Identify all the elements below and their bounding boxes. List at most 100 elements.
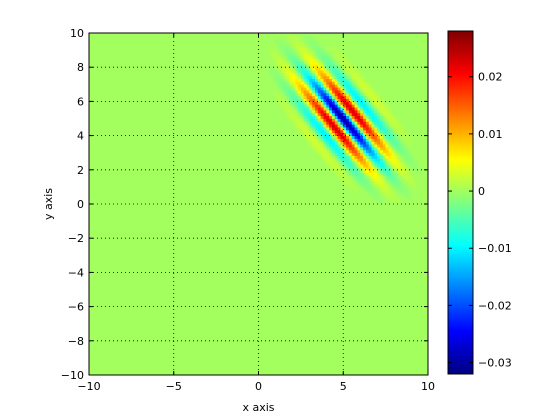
heatmap-cell: [329, 58, 333, 62]
heatmap-cell: [363, 184, 367, 188]
heatmap-cell: [278, 84, 282, 88]
heatmap-cell: [357, 98, 361, 102]
heatmap-cell: [385, 135, 389, 139]
heatmap-cell: [351, 149, 355, 154]
heatmap-cell: [388, 166, 392, 171]
heatmap-cell: [385, 169, 389, 174]
heatmap-cell: [343, 112, 347, 117]
heatmap-cell: [379, 164, 384, 168]
heatmap-cell: [396, 155, 401, 159]
heatmap-cell: [300, 95, 305, 99]
heatmap-cell: [391, 144, 395, 148]
heatmap-cell: [306, 95, 310, 99]
heatmap-cell: [300, 70, 305, 74]
heatmap-cell: [323, 95, 327, 99]
heatmap-cell: [343, 152, 347, 156]
heatmap-cell: [402, 144, 406, 148]
heatmap-cell: [346, 169, 350, 174]
heatmap-cell: [286, 35, 290, 40]
heatmap-cell: [340, 101, 344, 105]
heatmap-cell: [357, 172, 361, 176]
heatmap-cell: [351, 75, 355, 79]
heatmap-cell: [396, 124, 401, 128]
heatmap-cell: [408, 181, 412, 185]
heatmap-cell: [272, 52, 276, 57]
heatmap-cell: [317, 109, 322, 114]
heatmap-cell: [348, 144, 353, 148]
heatmap-cell: [337, 166, 341, 171]
heatmap-cell: [411, 141, 415, 145]
heatmap-cell: [351, 64, 355, 68]
heatmap-cell: [278, 101, 282, 105]
heatmap-cell: [337, 144, 341, 148]
y-tick-label: 10: [70, 27, 84, 40]
heatmap-cell: [382, 186, 387, 191]
heatmap-cell: [379, 175, 384, 179]
heatmap-cell: [368, 132, 372, 136]
heatmap-cell: [320, 124, 324, 128]
heatmap-cell: [365, 81, 370, 85]
heatmap-cell: [329, 112, 333, 117]
heatmap-cell: [340, 90, 344, 94]
heatmap-cell: [331, 61, 336, 65]
heatmap-cell: [379, 147, 384, 151]
heatmap-cell: [348, 184, 353, 188]
heatmap-cell: [351, 175, 355, 179]
heatmap-cell: [377, 192, 381, 196]
heatmap-cell: [323, 55, 327, 60]
heatmap-cell: [309, 84, 313, 88]
heatmap-cell: [365, 84, 370, 88]
heatmap-cell: [365, 155, 370, 159]
heatmap-cell: [300, 61, 305, 65]
heatmap-cell: [317, 152, 322, 156]
heatmap-cell: [396, 169, 401, 174]
heatmap-cell: [315, 52, 319, 57]
heatmap-cell: [309, 112, 313, 117]
heatmap-cell: [292, 90, 296, 94]
heatmap-cell: [377, 164, 381, 168]
heatmap-cell: [337, 124, 341, 128]
heatmap-cell: [391, 121, 395, 125]
heatmap-cell: [377, 161, 381, 165]
heatmap-cell: [323, 50, 327, 54]
heatmap-cell: [399, 158, 403, 162]
heatmap-cell: [374, 127, 378, 131]
heatmap-cell: [295, 75, 299, 79]
heatmap-cell: [346, 178, 350, 182]
heatmap-cell: [374, 158, 378, 162]
heatmap-cell: [391, 141, 395, 145]
heatmap-cell: [391, 195, 395, 199]
heatmap-cell: [309, 64, 313, 68]
heatmap-cell: [388, 144, 392, 148]
heatmap-cell: [374, 172, 378, 176]
heatmap-cell: [382, 144, 387, 148]
heatmap-cell: [300, 78, 305, 82]
heatmap-cell: [374, 135, 378, 139]
heatmap-cell: [374, 129, 378, 134]
heatmap-cell: [334, 72, 338, 77]
heatmap-cell: [391, 149, 395, 154]
heatmap-cell: [363, 166, 367, 171]
heatmap-cell: [382, 132, 387, 136]
heatmap-cell: [357, 164, 361, 168]
heatmap-cell: [300, 124, 305, 128]
heatmap-cell: [331, 161, 336, 165]
heatmap-cell: [346, 184, 350, 188]
heatmap-cell: [272, 58, 276, 62]
heatmap-cell: [306, 72, 310, 77]
heatmap-cell: [337, 101, 341, 105]
heatmap-cell: [385, 161, 389, 165]
heatmap-cell: [334, 169, 338, 174]
heatmap-cell: [292, 64, 296, 68]
heatmap-cell: [363, 109, 367, 114]
heatmap-cell: [368, 104, 372, 108]
heatmap-cell: [309, 115, 313, 119]
heatmap-cell: [320, 47, 324, 51]
heatmap-cell: [278, 38, 282, 42]
heatmap-cell: [292, 112, 296, 117]
heatmap-cell: [331, 141, 336, 145]
heatmap-cell: [320, 64, 324, 68]
heatmap-cell: [298, 112, 302, 117]
heatmap-cell: [306, 132, 310, 136]
heatmap-cell: [340, 138, 344, 142]
